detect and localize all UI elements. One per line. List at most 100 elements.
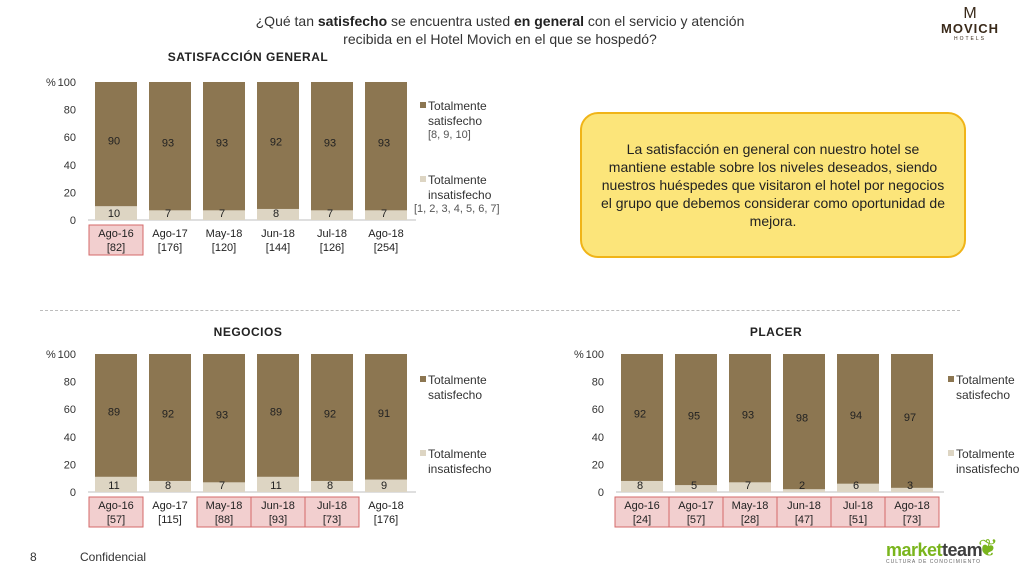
chart3-bar-satisfied — [837, 354, 879, 484]
chart2-x-tick-label: Jul-18 — [317, 500, 347, 512]
brand-team: team — [942, 540, 983, 560]
chart1-bar-satisfied — [95, 82, 137, 207]
chart1-x-tick-base: [144] — [266, 242, 290, 254]
chart3-legend-label-satisfied: Totalmente — [956, 373, 1015, 387]
chart1-y-tick-label: 20 — [64, 187, 76, 199]
chart3-legend-label-unsatisfied-line2: insatisfecho — [956, 462, 1020, 476]
chart1-label-unsatisfied: 8 — [273, 208, 279, 220]
chart1-legend-swatch-unsatisfied — [420, 176, 426, 182]
chart3-bar-satisfied — [891, 354, 933, 488]
chart3-x-tick-base: [57] — [687, 514, 705, 526]
insight-callout-text: La satisfacción en general con nuestro h… — [600, 141, 945, 229]
chart2-label-satisfied: 91 — [378, 408, 390, 420]
chart3-bar-satisfied — [621, 354, 663, 481]
chart2-legend-label-unsatisfied-line2: insatisfecho — [428, 462, 492, 476]
chart3-x-tick-label: Jun-18 — [787, 500, 821, 512]
chart1-x-tick-base: [126] — [320, 242, 344, 254]
chart3-category-highlight — [884, 496, 940, 528]
chart1-bar-unsatisfied — [311, 210, 353, 220]
chart2-y-tick-label: 40 — [64, 432, 76, 444]
chart1-label-satisfied: 93 — [216, 137, 228, 149]
chart3-x-tick-label: Ago-17 — [678, 500, 713, 512]
chart1-label-satisfied: 93 — [378, 137, 390, 149]
chart2-label-unsatisfied: 8 — [327, 480, 333, 492]
chart3-label-satisfied: 94 — [850, 410, 862, 422]
chart3-legend-swatch-unsatisfied — [948, 450, 954, 456]
chart3-label-satisfied: 95 — [688, 411, 700, 423]
chart3-bar-satisfied — [729, 354, 771, 483]
chart3-y-tick-label: 20 — [592, 459, 604, 471]
chart1-label-unsatisfied: 7 — [219, 208, 225, 220]
chart2-legend-label-satisfied-line2: satisfecho — [428, 388, 482, 402]
chart3-title: PLACER — [750, 325, 802, 339]
chart2-bar-satisfied — [149, 354, 191, 481]
chart1-label-unsatisfied: 7 — [327, 208, 333, 220]
chart1-label-satisfied: 93 — [324, 137, 336, 149]
chart3-legend-label-satisfied-line2: satisfecho — [956, 388, 1010, 402]
chart2-bar-unsatisfied — [95, 476, 137, 492]
chart3-y-tick-label: 100 — [586, 349, 604, 361]
movich-logo: M MOVICH HOTELS — [935, 6, 1005, 46]
chart2-x-tick-label: Ago-16 — [98, 500, 133, 512]
chart1-legend-note-satisfied: [8, 9, 10] — [428, 129, 471, 141]
chart3-bar-unsatisfied — [783, 489, 825, 492]
chart3-x-tick-label: Jul-18 — [843, 500, 873, 512]
chart3-y-tick-label: 0 — [598, 487, 604, 499]
chart2-title: NEGOCIOS — [214, 325, 283, 339]
chart3-x-tick-base: [24] — [633, 514, 651, 526]
chart2-x-tick-base: [176] — [374, 514, 398, 526]
chart2-legend-swatch-unsatisfied — [420, 450, 426, 456]
chart2-label-unsatisfied: 11 — [108, 480, 119, 492]
chart1-bar-satisfied — [203, 82, 245, 211]
chart2-x-tick-base: [73] — [323, 514, 341, 526]
chart1-x-tick-label: Jun-18 — [261, 228, 295, 240]
chart3-label-unsatisfied: 3 — [907, 480, 913, 492]
chart1-label-unsatisfied: 7 — [381, 208, 387, 220]
chart1-x-tick-label: May-18 — [206, 228, 243, 240]
marketteam-wordmark: marketteam — [886, 540, 1016, 561]
chart2-label-satisfied: 92 — [324, 409, 336, 421]
chart3-x-tick-base: [28] — [741, 514, 759, 526]
chart2-bar-satisfied — [203, 354, 245, 483]
chart1-bar-satisfied — [311, 82, 353, 211]
chart3-label-unsatisfied: 2 — [799, 480, 805, 492]
chart1-legend-label-unsatisfied: Totalmente — [428, 173, 487, 187]
chart3-legend-label-unsatisfied: Totalmente — [956, 447, 1015, 461]
chart2-bar-satisfied — [257, 354, 299, 477]
marketteam-logo: marketteam CULTURA DE CONOCIMIENTO ❦ — [886, 535, 1016, 574]
confidential-label: Confidencial — [80, 550, 147, 564]
chart1-x-tick-label: Ago-16 — [98, 228, 133, 240]
chart2-legend-swatch-satisfied — [420, 376, 426, 382]
chart1-y-tick-label: 100 — [58, 77, 76, 89]
chart2-x-tick-base: [115] — [158, 514, 182, 526]
chart3-y-axis-label: % — [574, 349, 584, 361]
title-emphasis-1: satisfecho — [317, 13, 388, 29]
title-text-1: ¿Qué tan — [255, 13, 318, 29]
chart2-y-axis-label: % — [46, 349, 56, 361]
chart2-bar-satisfied — [311, 354, 353, 481]
chart1-y-tick-label: 40 — [64, 160, 76, 172]
chart3-x-tick-label: May-18 — [732, 500, 769, 512]
chart2-x-tick-label: Jun-18 — [261, 500, 295, 512]
chart3-bar-satisfied — [675, 354, 717, 486]
page-title: ¿Qué tan satisfecho se encuentra usted e… — [230, 12, 770, 48]
chart1-y-tick-label: 0 — [70, 215, 76, 227]
chart1-category-highlight — [88, 224, 144, 256]
chart1-label-satisfied: 92 — [270, 137, 282, 149]
insight-callout: La satisfacción en general con nuestro h… — [580, 112, 966, 258]
chart2-bar-satisfied — [365, 354, 407, 480]
chart2-category-highlight — [88, 496, 144, 528]
chart1-label-unsatisfied: 7 — [165, 208, 171, 220]
title-emphasis-2: en general — [514, 13, 585, 29]
chart2-label-satisfied: 89 — [270, 407, 282, 419]
page-number: 8 — [30, 550, 37, 564]
title-text-3: con el servicio y atención recibida en e… — [343, 13, 745, 47]
chart2-label-unsatisfied: 11 — [270, 480, 281, 492]
chart1-legend-note-unsatisfied: [1, 2, 3, 4, 5, 6, 7] — [414, 203, 500, 215]
chart2-bar-unsatisfied — [257, 476, 299, 492]
chart2-category-highlight — [196, 496, 252, 528]
chart3-category-highlight — [722, 496, 778, 528]
chart2-bar-unsatisfied — [311, 480, 353, 492]
movich-logo-icon: M — [963, 5, 977, 22]
chart3-label-unsatisfied: 7 — [745, 480, 751, 492]
